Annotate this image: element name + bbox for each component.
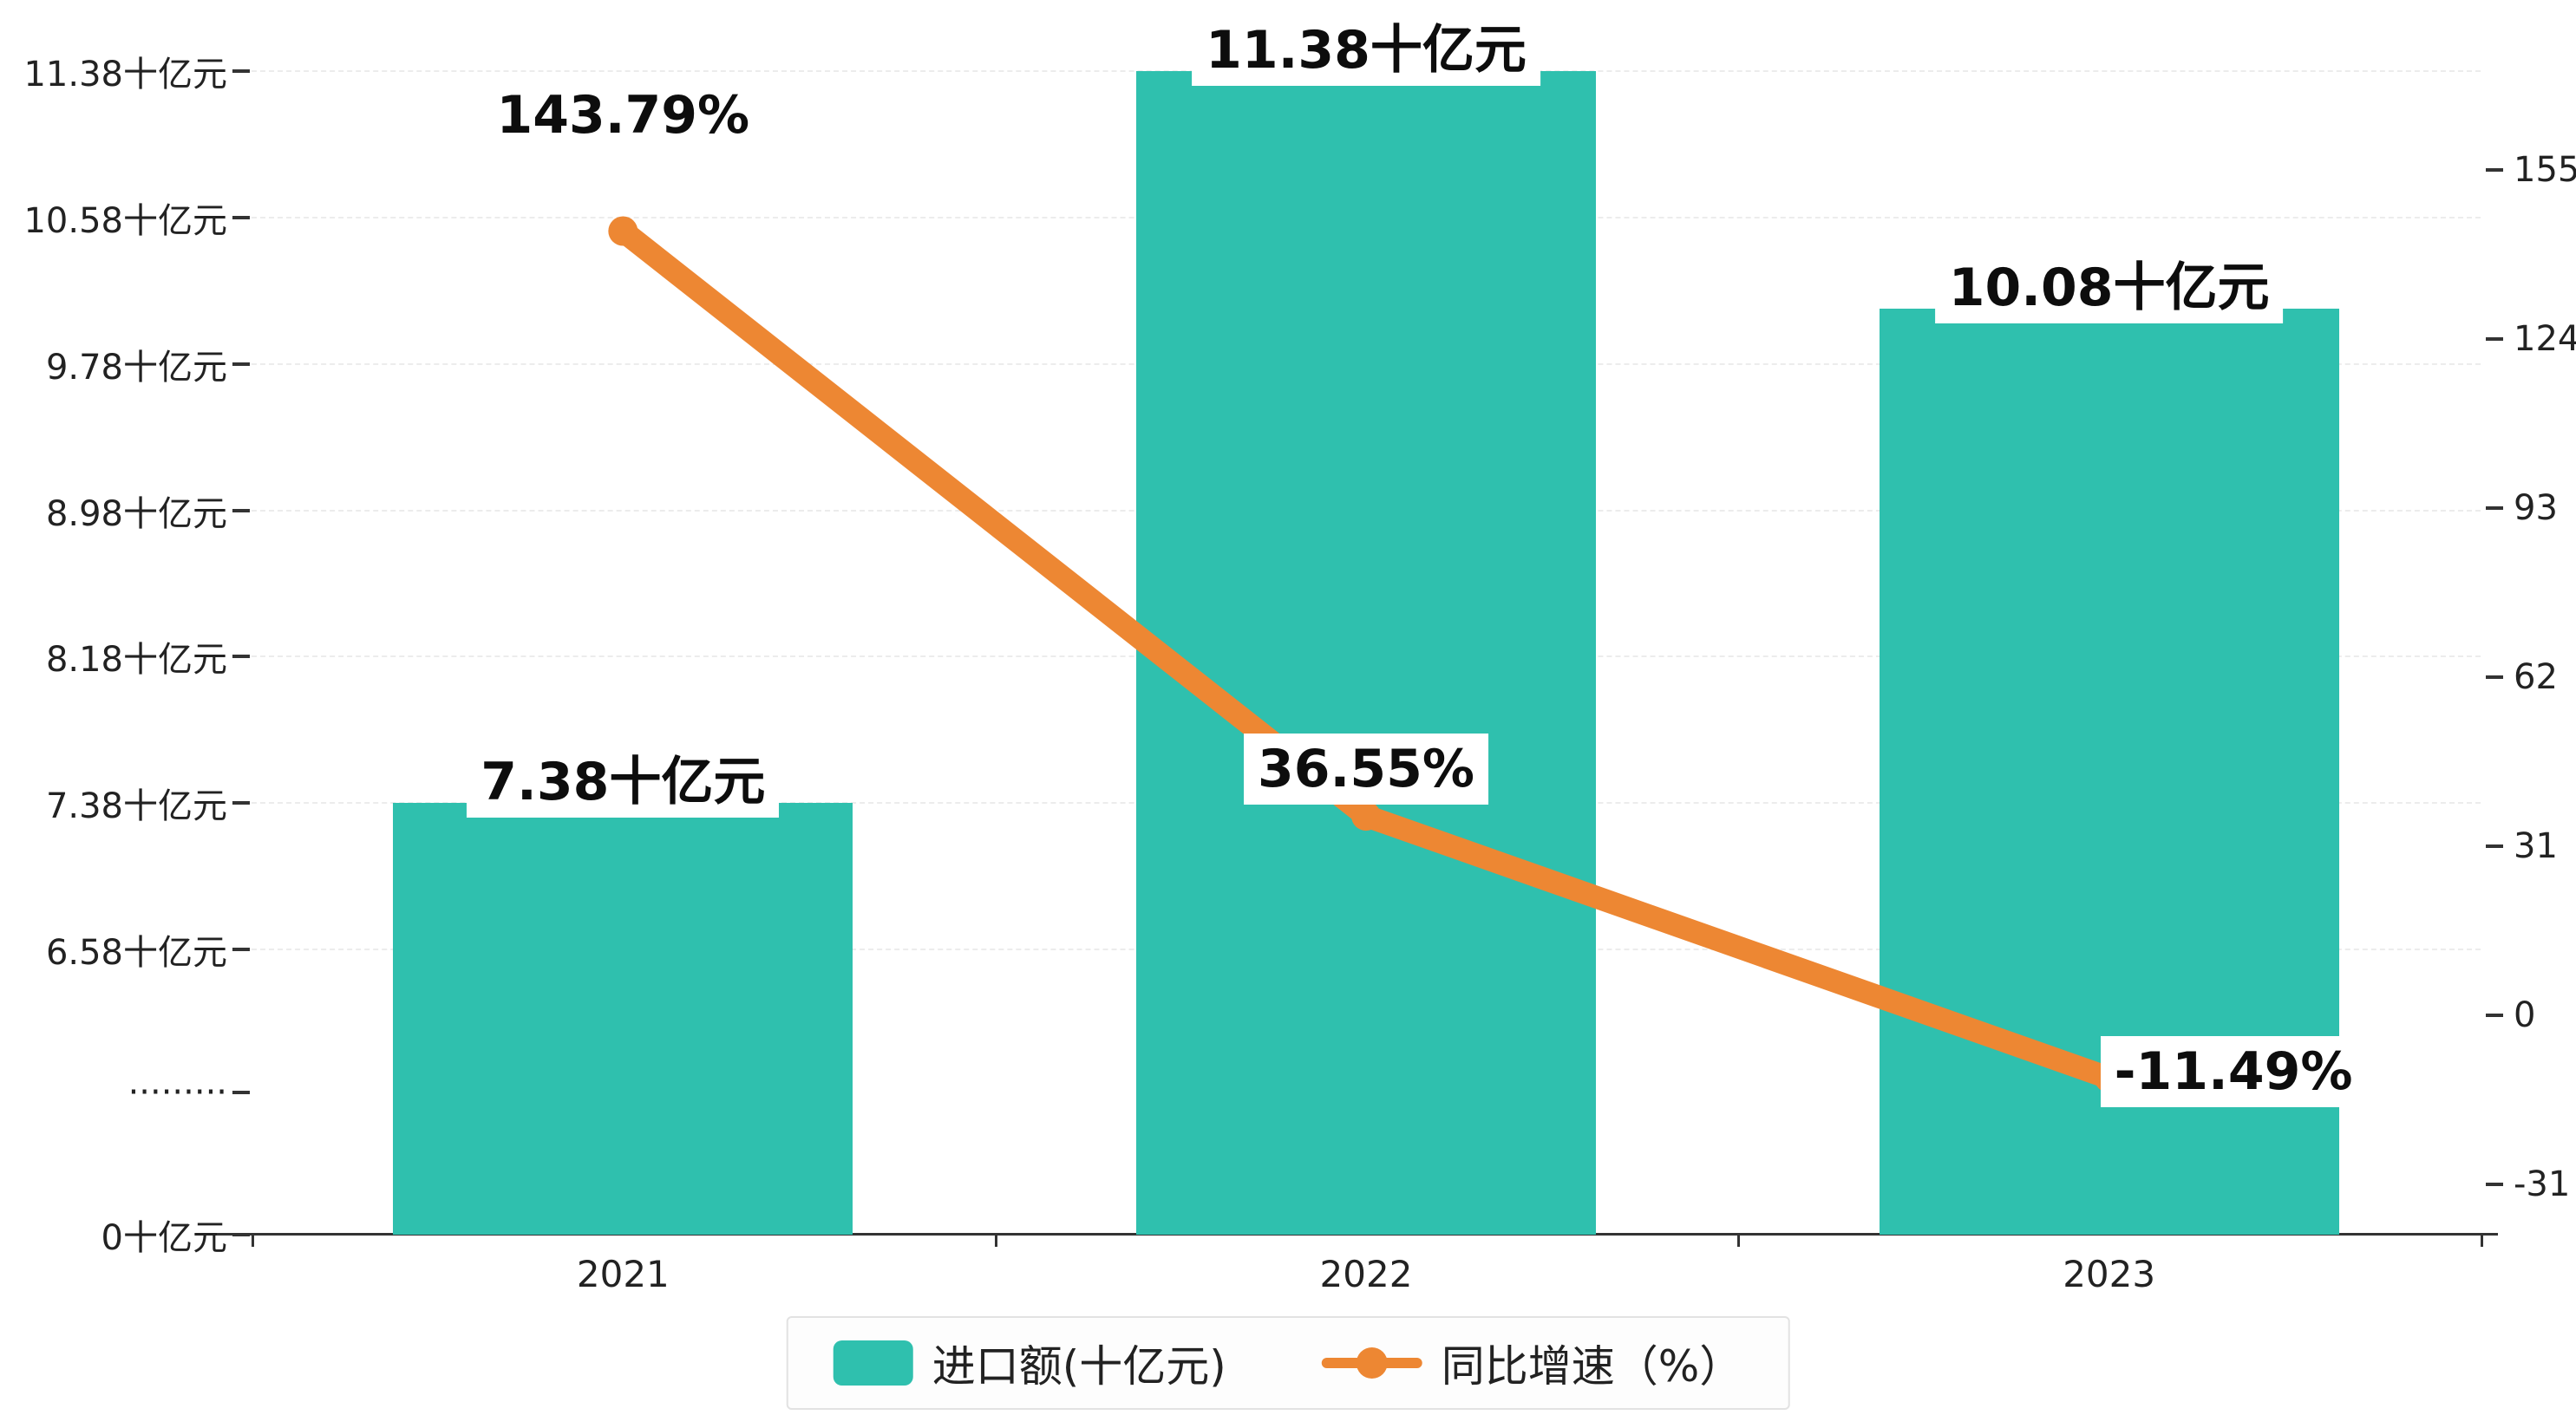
x-axis-tick [2481, 1235, 2483, 1247]
bar-2021[interactable] [393, 803, 853, 1235]
y-axis-label-left: 6.58十亿元 [45, 933, 227, 973]
x-axis-tick [252, 1235, 254, 1247]
legend-item-growth[interactable]: 同比增速（%） [1321, 1332, 1743, 1394]
y-axis-tick-left [232, 215, 250, 219]
x-axis-label-2022: 2022 [1319, 1253, 1413, 1295]
legend: 进口额(十亿元) 同比增速（%） [786, 1316, 1790, 1410]
line-series-swatch-icon [1321, 1346, 1422, 1380]
y-axis-label-right: 155 [2514, 150, 2576, 190]
y-axis-label-right: 93 [2514, 488, 2558, 528]
line-swatch-dot [1356, 1347, 1388, 1379]
y-axis-label-left: 8.98十亿元 [45, 493, 227, 534]
line-point-marker[interactable] [1351, 801, 1381, 831]
y-axis-tick-left [232, 69, 250, 73]
y-axis-tick-left [232, 508, 250, 512]
y-axis-tick-right [2486, 506, 2503, 510]
line-value-label-2022: 36.55% [1244, 734, 1488, 805]
legend-item-imports[interactable]: 进口额(十亿元) [833, 1332, 1226, 1394]
y-axis-tick-right [2486, 1182, 2503, 1186]
y-axis-tick-left [232, 655, 250, 659]
line-point-marker[interactable] [608, 216, 638, 246]
y-axis-label-left: 10.58十亿元 [23, 200, 227, 241]
legend-label-imports: 进口额(十亿元) [932, 1341, 1226, 1392]
y-axis-tick-right [2486, 675, 2503, 679]
growth-rate-line-path[interactable] [611, 219, 2121, 1090]
y-axis-tick-left [232, 362, 250, 366]
y-axis-tick-left [232, 1091, 250, 1094]
y-axis-tick-right [2486, 1014, 2503, 1017]
x-axis-label-2023: 2023 [2063, 1253, 2156, 1295]
y-axis-label-left: 11.38十亿元 [23, 55, 227, 95]
bar-value-label-2023: 10.08十亿元 [1934, 252, 2284, 324]
y-axis-label-right: 31 [2514, 826, 2558, 866]
line-value-label-2021: 143.79% [482, 79, 764, 151]
y-axis-tick-left [232, 801, 250, 805]
y-axis-label-left: 8.18十亿元 [45, 640, 227, 681]
y-axis-label-right: 124 [2514, 319, 2576, 359]
y-axis-label-right: 62 [2514, 657, 2558, 697]
x-axis-tick [1737, 1235, 1741, 1247]
bar-series-swatch-icon [833, 1340, 913, 1386]
y-axis-tick-left [232, 948, 250, 951]
bar-2022[interactable] [1136, 71, 1596, 1235]
bar-value-label-2021: 7.38十亿元 [467, 747, 780, 818]
y-axis-tick-right [2486, 168, 2503, 172]
y-axis-label-left: 9.78十亿元 [45, 347, 227, 388]
legend-label-growth: 同比增速（%） [1441, 1341, 1743, 1392]
y-axis-tick-right [2486, 337, 2503, 341]
y-axis-label-right: 0 [2514, 995, 2536, 1035]
x-axis-tick [994, 1235, 997, 1247]
y-axis-label-left: 0十亿元 [101, 1218, 227, 1258]
line-value-label-2023: -11.49% [2100, 1036, 2367, 1108]
y-axis-tick-right [2486, 844, 2503, 848]
y-axis-label-left: 7.38十亿元 [45, 786, 227, 827]
x-axis-label-2021: 2021 [576, 1253, 670, 1295]
y-axis-label-left: ········· [127, 1073, 227, 1112]
y-axis-label-right: -31 [2514, 1164, 2571, 1204]
bar-value-label-2022: 11.38十亿元 [1192, 15, 1540, 86]
